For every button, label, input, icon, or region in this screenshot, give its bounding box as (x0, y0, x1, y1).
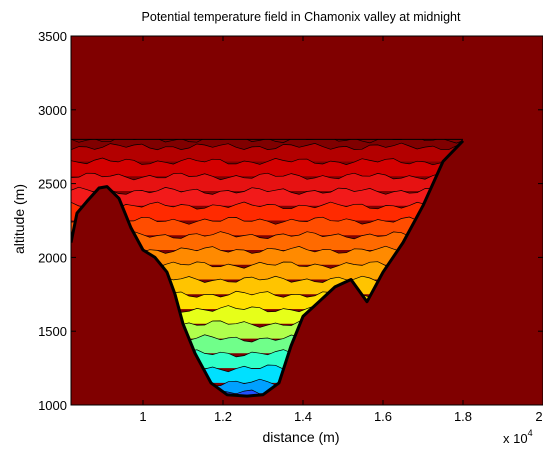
x-axis-ticks: 1 1.2 1.4 1.6 1.8 2 (139, 36, 543, 424)
terrain-fill (71, 138, 465, 398)
x-tick-label: 1.4 (294, 409, 312, 424)
chart-title: Potential temperature field in Chamonix … (142, 10, 461, 24)
contour-line (71, 201, 463, 210)
contour-band (71, 143, 463, 162)
contour-band (71, 173, 463, 191)
contour-line (71, 172, 463, 181)
y-tick-label: 3500 (38, 29, 67, 44)
contour-line (71, 142, 463, 151)
contour-line (71, 216, 463, 225)
y-tick-label: 1000 (38, 398, 67, 413)
contour-line (71, 231, 463, 240)
plot-frame (70, 35, 543, 406)
y-axis-label: altitude (m) (11, 184, 27, 254)
x-tick-label: 1 (139, 409, 146, 424)
x-tick-label: 1.6 (374, 409, 392, 424)
plot-area (71, 36, 543, 405)
contour-band (71, 158, 463, 177)
y-axis-ticks: 1000 1500 2000 2500 3000 3500 (38, 29, 543, 413)
contour-line (71, 157, 463, 166)
x-tick-label: 1.2 (214, 409, 232, 424)
x-tick-label: 1.8 (454, 409, 472, 424)
x-axis-exponent-power: 4 (528, 428, 533, 438)
contour-line (71, 186, 463, 195)
contour-band (71, 139, 463, 147)
x-tick-label: 2 (535, 409, 542, 424)
contour-line (71, 245, 463, 254)
x-axis-label: distance (m) (262, 429, 339, 445)
terrain-outline (71, 139, 465, 398)
y-tick-label: 3000 (38, 103, 67, 118)
y-tick-label: 2500 (38, 177, 67, 192)
y-tick-label: 2000 (38, 250, 67, 265)
y-tick-label: 1500 (38, 324, 67, 339)
x-axis-exponent-label: x 104 (503, 428, 533, 446)
